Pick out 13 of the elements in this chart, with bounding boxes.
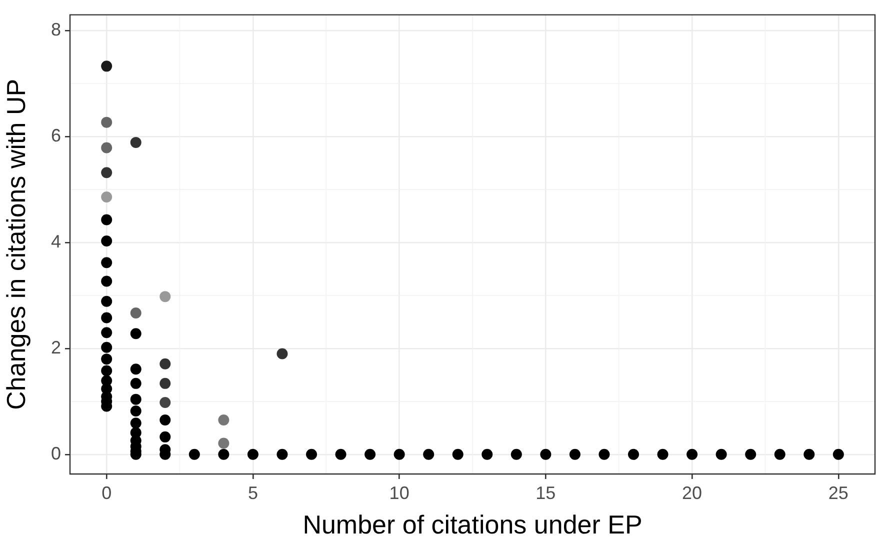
y-tick-label: 6 <box>50 126 61 146</box>
x-tick-label: 20 <box>682 482 702 503</box>
x-axis-title: Number of citations under EP <box>302 510 642 540</box>
x-tick-label: 10 <box>389 482 410 503</box>
y-tick-label: 4 <box>50 232 61 252</box>
y-tick-label: 8 <box>50 20 61 40</box>
x-tick-label: 25 <box>828 482 848 503</box>
x-tick-label: 15 <box>536 482 556 503</box>
y-tick-label: 2 <box>50 337 61 358</box>
x-tick-label: 0 <box>102 482 112 503</box>
x-tick-label: 5 <box>248 482 258 503</box>
y-tick-label: 0 <box>50 443 61 464</box>
y-axis-title: Changes in citations with UP <box>0 78 31 410</box>
